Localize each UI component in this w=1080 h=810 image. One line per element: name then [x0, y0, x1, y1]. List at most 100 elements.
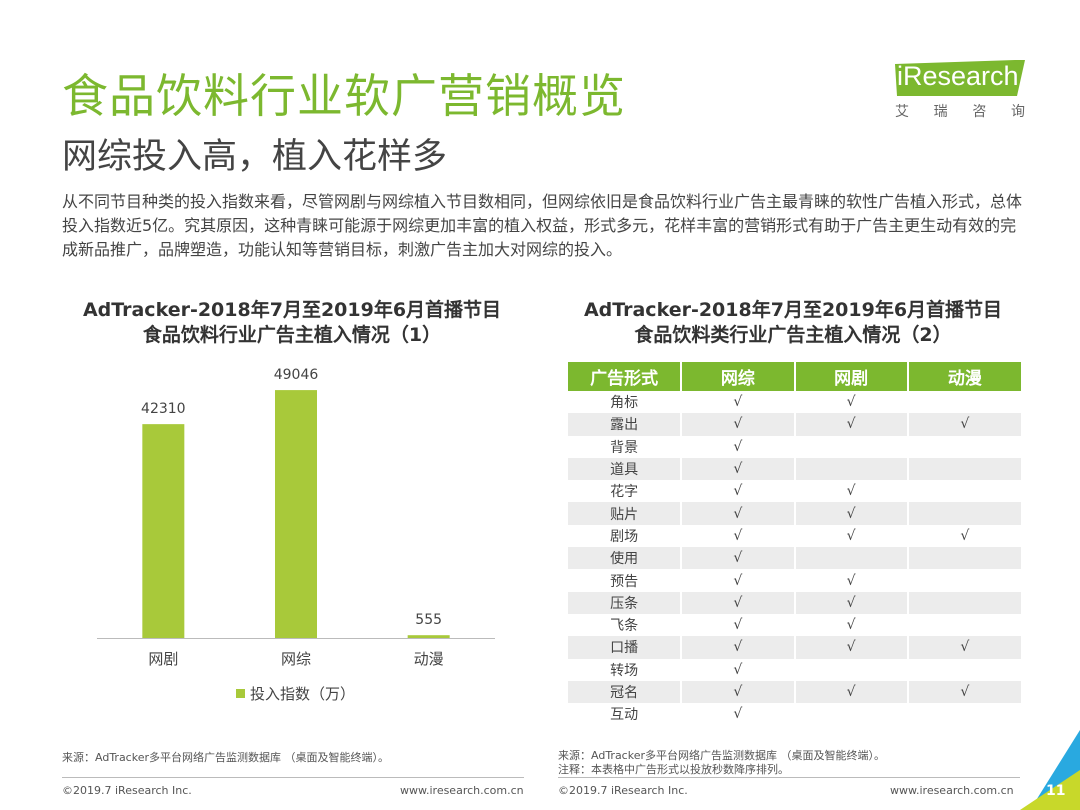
source-note-left: 来源：AdTracker多平台网络广告监测数据库 （桌面及智能终端）。 [62, 751, 389, 764]
table-cell-check: √ [681, 413, 796, 436]
table-cell-check [794, 703, 909, 726]
bar [407, 635, 450, 638]
table-cell-check [908, 391, 1021, 413]
table-cell-check: √ [681, 636, 796, 659]
footer-divider-left [62, 777, 524, 778]
table-cell-check: √ [681, 569, 796, 592]
description-paragraph: 从不同节目种类的投入指数来看，尽管网剧与网综植入节目数相同，但网综依旧是食品饮料… [62, 192, 1023, 259]
table-row: 飞条 √ √ [568, 613, 1021, 637]
table-row: 压条 √ √ [568, 591, 1021, 614]
table-cell-format: 预告 [568, 569, 683, 592]
table-cell-check: √ [681, 502, 796, 525]
table-cell-check [908, 569, 1021, 591]
corner-decoration-icon [1020, 730, 1080, 810]
logo-research-text: Research [903, 61, 1019, 91]
page-number: 11 [1046, 783, 1066, 799]
logo-cn-char: 询 [1010, 104, 1025, 120]
x-tick-label: 动漫 [414, 650, 444, 668]
footer-copyright-right: ©2019.7 iResearch Inc. [558, 784, 688, 797]
logo-swoosh-icon [895, 60, 1025, 96]
table-cell-check: √ [794, 480, 909, 503]
logo-i-letter: i [897, 61, 903, 91]
footer-divider-right [558, 777, 1020, 778]
table-row: 转场 √ [568, 658, 1021, 681]
legend-swatch [236, 689, 245, 698]
x-tick-label: 网综 [281, 650, 311, 668]
table-cell-check [907, 457, 1021, 481]
table-header-cell: 动漫 [907, 362, 1021, 391]
page-title: 食品饮料行业软广营销概览 [62, 69, 626, 123]
table-cell-format: 背景 [568, 435, 683, 458]
table-cell-check [908, 436, 1021, 458]
table-cell-check [907, 547, 1021, 570]
table-cell-check: √ [681, 435, 796, 458]
bar-chart-title-line: AdTracker-2018年7月至2019年6月首播节目 [82, 299, 502, 321]
bar-chart-title-line: 食品饮料行业广告主植入情况（1） [142, 324, 442, 346]
table-row: 角标 √ √ [568, 391, 1021, 414]
table-cell-check: √ [794, 591, 909, 614]
table-header-cell: 广告形式 [568, 362, 683, 391]
table-cell-check [794, 435, 909, 458]
table-cell-format: 口播 [568, 636, 683, 659]
table-cell-check [908, 480, 1021, 502]
footer-copyright-left: ©2019.7 iResearch Inc. [62, 784, 192, 797]
table-cell-check: √ [907, 636, 1021, 659]
table-cell-format: 飞条 [568, 613, 683, 637]
table-cell-check [908, 614, 1021, 636]
table-row: 背景 √ [568, 435, 1021, 458]
bar-value-label: 42310 [141, 401, 186, 417]
table-cell-check: √ [681, 680, 796, 704]
table-cell-check: √ [794, 413, 909, 436]
table-title-line: AdTracker-2018年7月至2019年6月首播节目 [583, 299, 1003, 321]
table-cell-format: 道具 [568, 457, 683, 481]
table-cell-check: √ [794, 502, 909, 525]
table-row: 道具 √ [568, 457, 1021, 481]
table-row: 贴片 √ √ [568, 502, 1021, 525]
table-body: 角标 √ √ 露出 √ √ √ 背景 √ 道具 √ 花字 √ √ 贴片 √ √ 剧场 √ √ √ 使用 √ 预告 √ √ 压条 √ √ 飞… [568, 391, 1021, 726]
source-note-right: 来源：AdTracker多平台网络广告监测数据库 （桌面及智能终端）。 注释：本… [558, 749, 885, 777]
table-row: 口播 √ √ √ [568, 636, 1021, 659]
table-cell-check: √ [794, 391, 909, 414]
table-cell-check: √ [960, 527, 970, 544]
table-header-cell: 网剧 [794, 362, 909, 391]
bar-chart-title: AdTracker-2018年7月至2019年6月首播节目 食品饮料行业广告主植… [62, 298, 522, 348]
footer-url-left[interactable]: www.iresearch.com.cn [400, 784, 524, 797]
logo-wordmark: iResearch [897, 61, 1019, 92]
table-row: 互动 √ [568, 703, 1021, 726]
x-tick-label: 网剧 [148, 650, 178, 668]
table-cell-check: √ [681, 480, 796, 503]
table-cell-check: √ [681, 613, 796, 637]
bar-value-label: 555 [415, 612, 442, 628]
table-cell-check: √ [681, 524, 796, 548]
logo-cn-char: 艾 [895, 104, 909, 120]
table-cell-check [907, 591, 1021, 614]
bar [275, 390, 317, 638]
legend-label: 投入指数（万） [250, 685, 355, 703]
page-subtitle: 网综投入高，植入花样多 [62, 137, 448, 177]
footer-url-right[interactable]: www.iresearch.com.cn [890, 784, 1014, 797]
table-title-line: 食品饮料类行业广告主植入情况（2） [634, 324, 952, 346]
table-cell-check [908, 703, 1021, 725]
table-row: 使用 √ [568, 547, 1021, 570]
table-cell-check: √ [794, 636, 909, 659]
table-cell-format: 剧场 [568, 524, 683, 548]
table-cell-format: 露出 [568, 413, 683, 436]
table-cell-check: √ [681, 391, 796, 414]
table-cell-check [794, 658, 909, 681]
ad-format-table: 广告形式 网综 网剧 动漫 角标 √ √ 露出 √ √ √ 背景 √ 道具 √ 花字 √ √ 贴片 √ √ 剧场 √… [568, 362, 1021, 726]
table-cell-check [794, 457, 909, 481]
logo-cn-char: 咨 [972, 104, 987, 120]
table-row: 剧场 √ √ √ [568, 524, 1021, 548]
table-row: 露出 √ √ √ [568, 413, 1021, 436]
table-title: AdTracker-2018年7月至2019年6月首播节目 食品饮料类行业广告主… [558, 298, 1028, 348]
logo-cn-text: 艾 瑞 咨 询 [895, 101, 1025, 121]
iresearch-logo: iResearch 艾 瑞 咨 询 [893, 58, 1033, 128]
table-cell-check [907, 502, 1021, 525]
table-header-row: 广告形式 网综 网剧 动漫 [568, 362, 1021, 391]
table-cell-check: √ [794, 680, 909, 704]
source-note-right-source: 来源：AdTracker多平台网络广告监测数据库 （桌面及智能终端）。 [558, 749, 885, 762]
table-cell-check: √ [681, 457, 796, 481]
table-cell-check [908, 659, 1021, 681]
table-cell-check: √ [907, 413, 1021, 436]
